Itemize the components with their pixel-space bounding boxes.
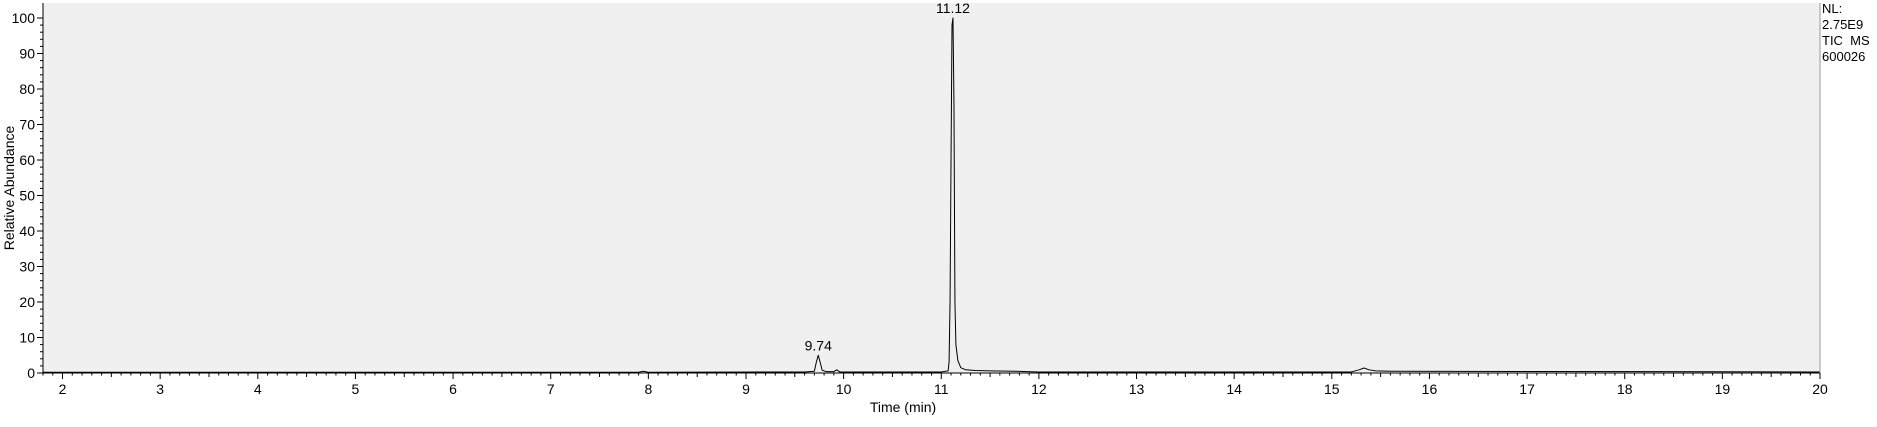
x-tick-label: 17 [1519, 381, 1535, 397]
x-tick-label: 8 [644, 381, 652, 397]
x-tick-label: 18 [1617, 381, 1633, 397]
x-tick-label: 2 [59, 381, 67, 397]
y-tick-label: 80 [19, 81, 35, 97]
x-tick-label: 12 [1031, 381, 1047, 397]
tic-trace-line [43, 17, 1821, 373]
peak-label: 11.12 [936, 0, 970, 16]
y-tick-label: 60 [19, 152, 35, 168]
trace-info-panel: NL: 2.75E9 TIC MS 600026 [1822, 1, 1870, 65]
y-tick-label: 20 [19, 294, 35, 310]
nl-value: 2.75E9 [1822, 17, 1864, 32]
sample-id: 600026 [1822, 49, 1866, 64]
x-tick-label: 11 [934, 381, 949, 397]
y-tick-label: 10 [19, 330, 35, 346]
x-tick-label: 9 [742, 381, 750, 397]
y-tick-label: 30 [19, 259, 35, 275]
x-axis-title: Time (min) [870, 399, 936, 415]
nl-label: NL: [1822, 1, 1843, 16]
y-tick-label: 100 [12, 10, 36, 26]
x-tick-label: 19 [1715, 381, 1731, 397]
trace-label: TIC MS [1822, 33, 1870, 48]
x-tick-label: 10 [836, 381, 852, 397]
y-tick-label: 90 [19, 46, 35, 62]
y-tick-label: 0 [27, 365, 35, 381]
x-tick-label: 13 [1129, 381, 1145, 397]
x-tick-label: 4 [254, 381, 262, 397]
x-tick-label: 5 [352, 381, 360, 397]
x-tick-label: 6 [449, 381, 457, 397]
x-tick-label: 3 [156, 381, 164, 397]
x-tick-label: 20 [1812, 381, 1828, 397]
y-axis-title: Relative Abundance [1, 126, 17, 251]
plot-area [43, 3, 1820, 373]
y-tick-label: 40 [19, 223, 35, 239]
peak-label: 9.74 [805, 337, 832, 353]
x-tick-label: 14 [1226, 381, 1242, 397]
x-tick-label: 7 [547, 381, 555, 397]
y-tick-label: 70 [19, 117, 35, 133]
y-tick-label: 50 [19, 188, 35, 204]
x-tick-label: 16 [1422, 381, 1438, 397]
x-tick-label: 15 [1324, 381, 1340, 397]
